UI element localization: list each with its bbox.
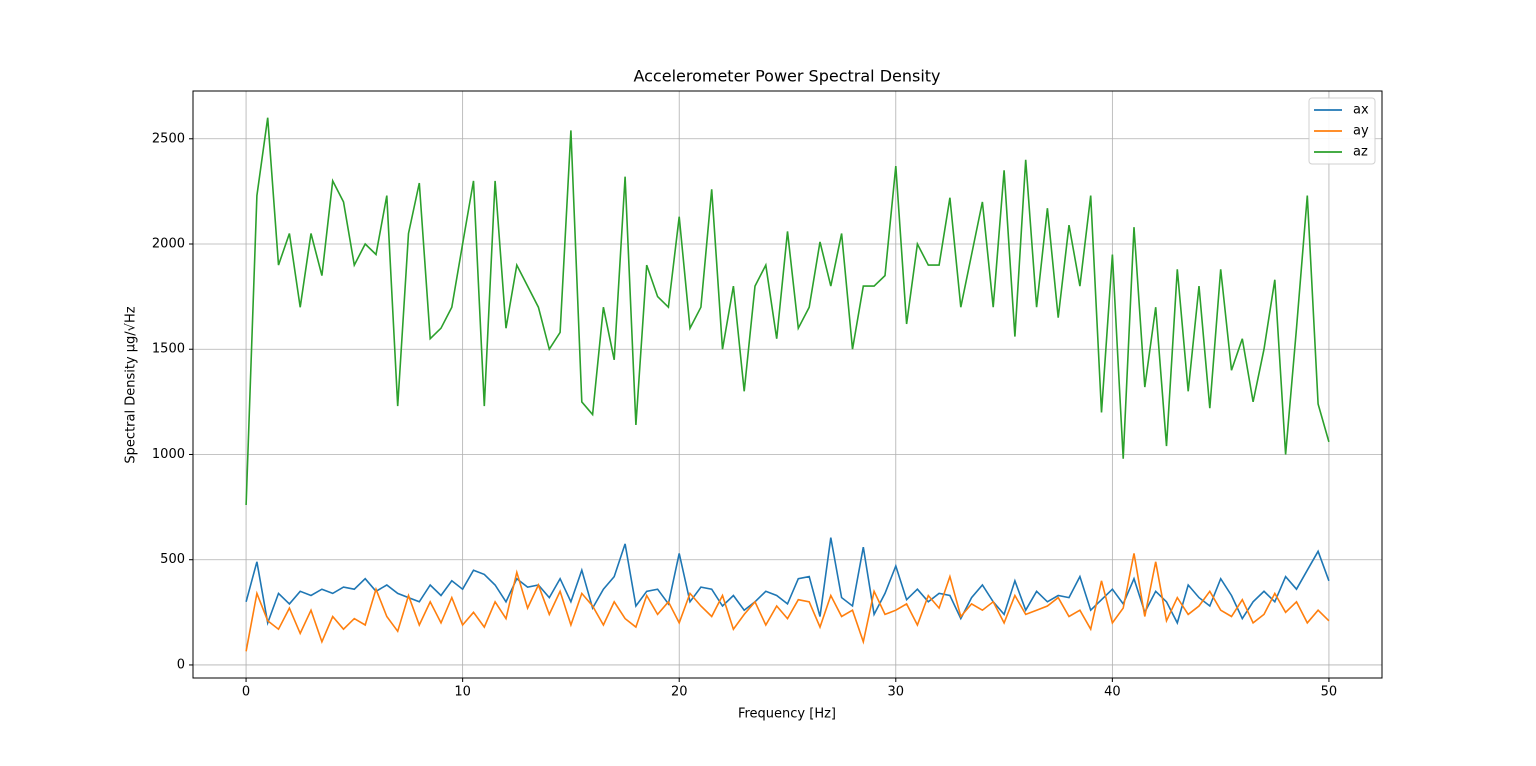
- y-tick-label: 500: [160, 552, 185, 567]
- chart-title: Accelerometer Power Spectral Density: [633, 67, 940, 86]
- y-tick-label: 1000: [152, 447, 185, 462]
- y-tick-label: 0: [177, 657, 185, 672]
- axes-frame: [192, 90, 1383, 679]
- legend: ax ay az: [1308, 97, 1376, 165]
- x-tick-label: 20: [671, 685, 688, 700]
- line-series: [245, 537, 1330, 626]
- x-tick-label: 50: [1321, 685, 1338, 700]
- legend-label: az: [1353, 145, 1368, 160]
- line-series: [245, 553, 1330, 652]
- y-tick-label: 2500: [152, 131, 185, 146]
- x-axis-label: Frequency [Hz]: [738, 707, 836, 722]
- line-series: [245, 117, 1330, 506]
- y-axis-label: Spectral Density μg/√Hz: [124, 306, 139, 463]
- x-tick-label: 40: [1104, 685, 1121, 700]
- plot-area: [245, 117, 1330, 652]
- x-tick-label: 0: [242, 685, 250, 700]
- y-tick-label: 2000: [152, 237, 185, 252]
- x-tick-label: 10: [454, 685, 471, 700]
- y-tick-label: 1500: [152, 342, 185, 357]
- legend-label: ay: [1353, 124, 1369, 139]
- legend-label: ax: [1353, 103, 1369, 118]
- x-tick-label: 30: [888, 685, 905, 700]
